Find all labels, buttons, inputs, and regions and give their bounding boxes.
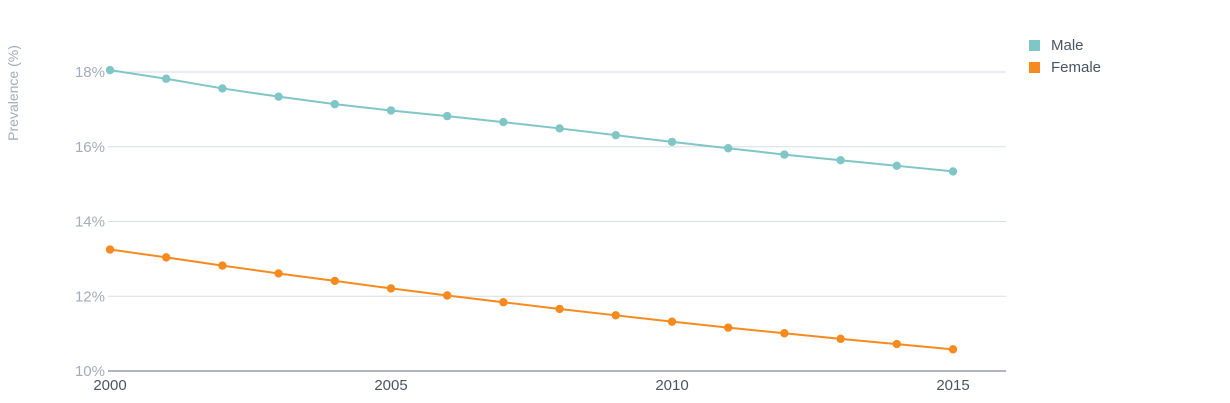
x-tick-label: 2005 <box>374 377 407 394</box>
y-axis-label: Prevalence (%) <box>5 45 21 141</box>
y-tick-label: 16% <box>75 139 105 156</box>
x-tick-label: 2010 <box>655 377 688 394</box>
x-tick-labels: 2000 2005 2010 2015 <box>93 377 969 394</box>
male-data-point[interactable] <box>611 130 620 140</box>
male-series-line <box>109 69 954 173</box>
male-data-point[interactable] <box>105 65 115 75</box>
series-male <box>105 65 958 176</box>
female-series-line <box>109 248 954 351</box>
female-data-point[interactable] <box>611 311 620 320</box>
male-data-point[interactable] <box>555 124 564 133</box>
legend-label-female: Female <box>1051 58 1102 76</box>
legend-item-female[interactable]: Female <box>1029 56 1101 78</box>
female-data-point[interactable] <box>330 276 339 286</box>
male-data-point[interactable] <box>330 99 339 109</box>
female-data-point[interactable] <box>836 334 845 344</box>
male-data-point[interactable] <box>667 137 677 147</box>
male-swatch-icon <box>1029 39 1040 51</box>
female-data-point[interactable] <box>443 291 452 300</box>
series-layer <box>105 65 958 354</box>
female-swatch-icon <box>1029 61 1040 73</box>
female-data-point[interactable] <box>386 284 396 293</box>
y-tick-label: 18% <box>75 64 105 81</box>
x-tick-label: 2000 <box>93 377 126 394</box>
female-data-point[interactable] <box>724 323 733 332</box>
female-data-point[interactable] <box>274 269 283 278</box>
y-tick-labels: 10% 12% 14% 16% 18% <box>75 64 105 380</box>
male-data-point[interactable] <box>274 92 283 101</box>
male-data-point[interactable] <box>724 144 733 153</box>
female-data-point[interactable] <box>499 298 508 307</box>
male-data-point[interactable] <box>162 74 171 83</box>
legend-item-male[interactable]: Male <box>1029 34 1101 56</box>
grid-lines <box>108 71 1006 297</box>
series-female <box>105 245 958 354</box>
female-data-point[interactable] <box>105 245 115 254</box>
male-data-point[interactable] <box>892 161 901 171</box>
female-data-point[interactable] <box>555 304 564 314</box>
y-tick-label: 12% <box>75 288 105 305</box>
male-data-point[interactable] <box>218 84 227 93</box>
female-data-point[interactable] <box>667 317 677 326</box>
female-data-point[interactable] <box>162 253 171 262</box>
legend: Male Female <box>1029 34 1101 78</box>
female-data-point[interactable] <box>218 261 227 270</box>
male-data-point[interactable] <box>948 167 958 176</box>
x-tick-label: 2015 <box>936 377 969 394</box>
female-data-point[interactable] <box>948 345 958 354</box>
y-tick-label: 14% <box>75 214 105 231</box>
male-data-point[interactable] <box>499 117 508 127</box>
female-data-point[interactable] <box>780 329 789 338</box>
male-data-point[interactable] <box>780 150 789 159</box>
y-tick-label: 10% <box>75 363 105 380</box>
male-data-point[interactable] <box>443 111 452 121</box>
male-data-point[interactable] <box>836 156 845 165</box>
female-data-point[interactable] <box>892 339 901 349</box>
male-data-point[interactable] <box>386 106 396 115</box>
legend-label-male: Male <box>1051 36 1084 54</box>
